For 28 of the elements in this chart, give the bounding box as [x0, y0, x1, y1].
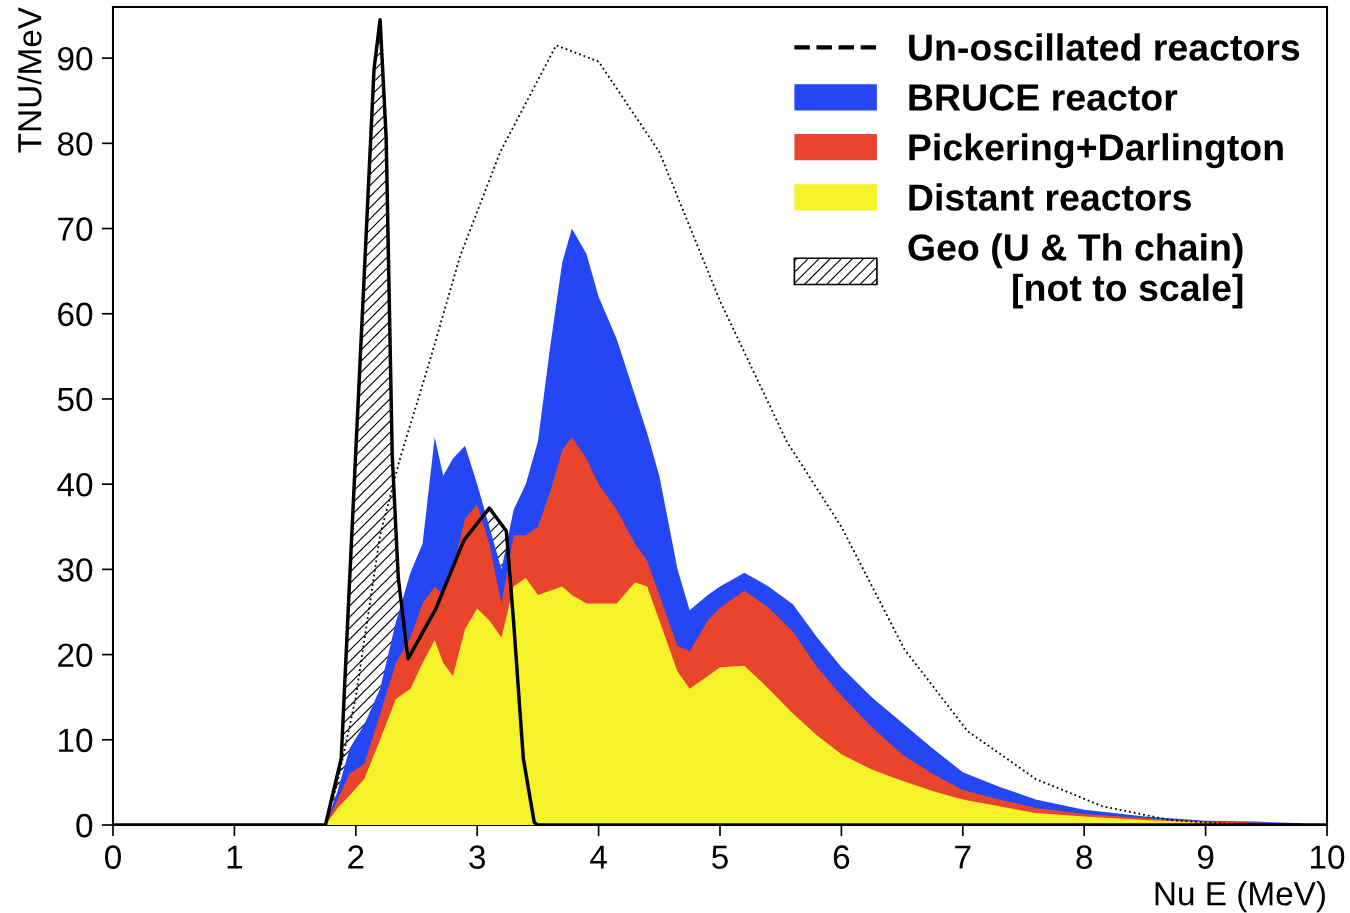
x-tick-label: 3 [469, 845, 485, 869]
x-tick-label: 9 [1197, 845, 1214, 869]
y-tick-label: 10 [59, 728, 93, 753]
x-tick-label: 1 [227, 845, 243, 869]
y-tick-label: 0 [76, 813, 93, 838]
x-tick-label: 10 [1311, 845, 1345, 869]
y-tick-label: 70 [58, 217, 93, 241]
y-tick-label: 50 [57, 387, 93, 412]
legend-label: Pickering+Darlington [909, 133, 1283, 169]
x-tick-label: 0 [105, 845, 121, 869]
y-tick-label: 80 [57, 132, 93, 156]
x-tick-label: 7 [955, 845, 971, 869]
legend-label: Un-oscillated reactors [909, 33, 1300, 61]
y-tick-label: 40 [57, 472, 93, 497]
x-tick-label: 5 [712, 845, 728, 869]
x-tick-label: 4 [590, 845, 607, 869]
x-tick-label: 2 [348, 845, 364, 869]
x-tick-label: 8 [1076, 845, 1093, 869]
y-tick-label: 30 [57, 558, 93, 582]
legend-label: Geo (U & Th chain) [not to scale] [908, 233, 1243, 309]
legend-label: BRUCE reactor [909, 84, 1178, 111]
y-tick-label: 90 [58, 46, 93, 71]
y-axis-title: TNU/MeV [17, 7, 42, 153]
x-tick-label: 6 [833, 845, 850, 869]
y-tick-label: 20 [58, 643, 93, 667]
x-axis-title: Nu E (MeV) [1155, 881, 1325, 913]
y-tick-label: 60 [58, 302, 93, 327]
legend-label: Distant reactors [909, 183, 1191, 211]
